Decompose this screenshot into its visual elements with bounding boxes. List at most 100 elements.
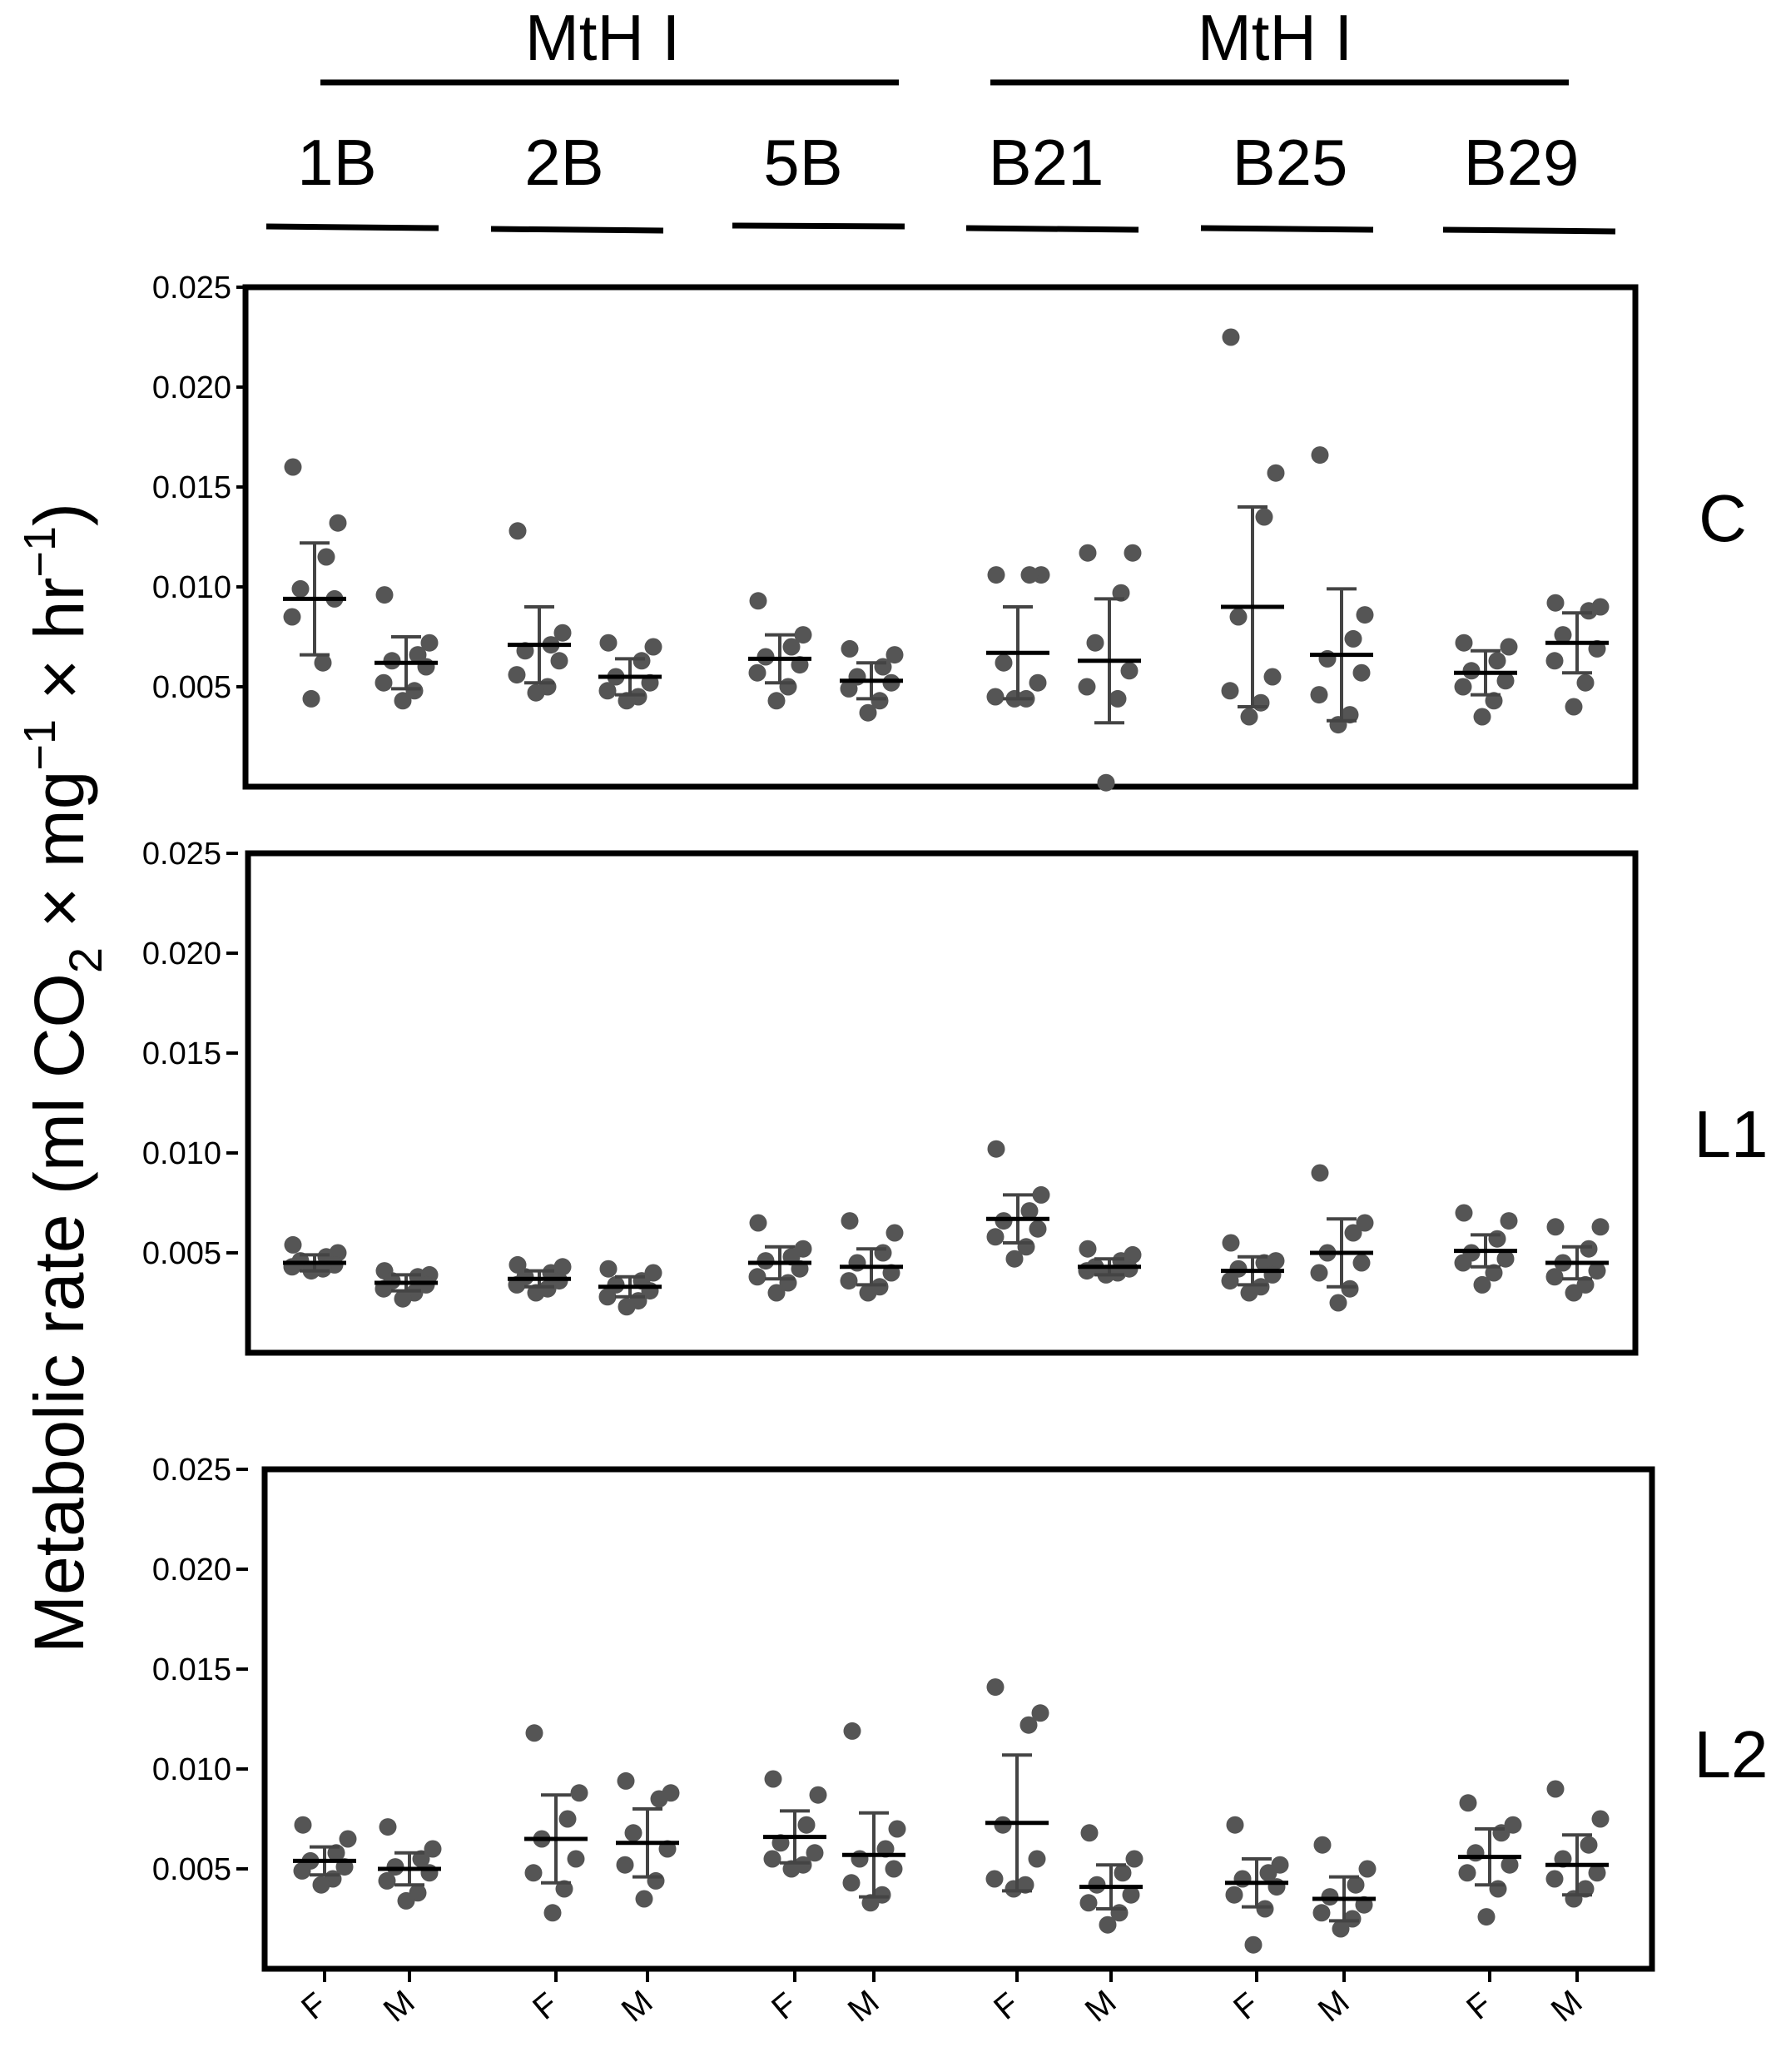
data-point — [1477, 1908, 1496, 1926]
series-1B-F — [283, 458, 347, 708]
data-point — [293, 1861, 311, 1880]
data-point — [632, 652, 651, 670]
data-point — [1240, 708, 1258, 726]
data-point — [1229, 608, 1248, 626]
line-label-B21: B21 — [989, 126, 1104, 199]
data-point — [1580, 602, 1598, 620]
data-point — [1221, 1272, 1239, 1290]
data-point — [1259, 1864, 1277, 1882]
data-point — [874, 1244, 892, 1262]
data-point — [375, 586, 394, 604]
series-B29-F — [1458, 1794, 1522, 1926]
line-underline-B25 — [1200, 225, 1374, 233]
series-1B-F — [283, 1235, 347, 1280]
data-point — [302, 689, 320, 708]
data-point — [1318, 649, 1337, 668]
data-point — [567, 1850, 585, 1868]
data-point — [1343, 1910, 1362, 1928]
line-label-1B: 1B — [297, 126, 376, 199]
data-point — [508, 522, 527, 540]
y-tick-label: 0.010 — [152, 1752, 231, 1787]
data-point — [1097, 773, 1115, 792]
panel-c: 0.005 0.010 0.015 0.020 0.025 C — [152, 271, 1747, 792]
data-point — [859, 703, 877, 722]
data-point — [1588, 1864, 1606, 1882]
data-point — [767, 1284, 786, 1302]
data-point — [1329, 716, 1347, 734]
series-B21-M — [1078, 544, 1142, 792]
y-tick-label: 0.005 — [142, 1236, 221, 1271]
data-point — [618, 1298, 636, 1316]
data-point — [1267, 464, 1285, 482]
data-point — [1341, 1279, 1359, 1298]
data-point — [1244, 1935, 1263, 1954]
series-B25-F — [1221, 1234, 1285, 1302]
series-B25-M — [1310, 446, 1374, 734]
data-point — [524, 1864, 543, 1882]
panel-label: L2 — [1694, 1717, 1769, 1791]
line-underline-1B — [265, 223, 439, 231]
data-point — [797, 1816, 816, 1834]
data-point — [1545, 1268, 1564, 1286]
data-point — [851, 1850, 869, 1868]
y-tick-label: 0.010 — [142, 1136, 221, 1171]
series-5B-F — [763, 1770, 827, 1878]
x-category-label: M — [841, 1983, 886, 2029]
data-point — [1352, 663, 1371, 682]
data-point — [1311, 1164, 1329, 1182]
data-point — [1458, 1864, 1476, 1882]
data-point — [1546, 1218, 1565, 1236]
data-point — [1352, 1254, 1371, 1272]
data-point — [599, 634, 618, 652]
group-label-1: MtH I — [525, 1, 680, 74]
data-point — [420, 634, 439, 652]
data-point — [1329, 1294, 1347, 1312]
x-category-label: M — [615, 1983, 660, 2029]
data-point — [1580, 1240, 1598, 1258]
y-tick-label: 0.015 — [152, 470, 231, 505]
data-point — [1125, 1850, 1143, 1868]
data-point — [599, 1260, 618, 1278]
data-point — [1459, 1794, 1477, 1812]
line-label-B29: B29 — [1464, 126, 1580, 199]
line-underline-B29 — [1442, 226, 1616, 235]
data-point — [598, 682, 617, 700]
data-point — [1580, 1836, 1598, 1854]
data-point — [1488, 1230, 1506, 1248]
data-point — [1588, 1262, 1606, 1280]
data-point — [616, 1856, 634, 1874]
data-point — [394, 1289, 412, 1308]
data-point — [283, 608, 301, 626]
data-point — [1496, 1250, 1515, 1268]
series-1B-M — [375, 1262, 439, 1308]
data-point — [1221, 682, 1239, 700]
data-point — [1466, 1844, 1485, 1862]
y-tick-label: 0.020 — [152, 1553, 231, 1588]
data-point — [543, 1904, 562, 1922]
series-2B-M — [598, 1260, 662, 1316]
data-point — [1344, 1224, 1362, 1242]
data-point — [1356, 606, 1374, 624]
data-point — [527, 683, 545, 702]
series-B25-F — [1225, 1816, 1289, 1954]
data-point — [874, 658, 892, 676]
x-category-label: F — [1227, 1985, 1266, 2026]
data-point — [995, 653, 1013, 672]
series-B21-F — [985, 1678, 1049, 1898]
y-tick-label: 0.015 — [152, 1652, 231, 1687]
series-5B-F — [748, 1214, 812, 1302]
data-point — [1109, 689, 1127, 708]
data-point — [624, 1824, 642, 1842]
line-label-B25: B25 — [1233, 126, 1348, 199]
panel-frame — [242, 284, 1639, 790]
data-point — [553, 624, 572, 642]
data-point — [885, 1860, 903, 1878]
data-point — [1311, 446, 1329, 465]
data-point — [312, 1876, 330, 1894]
data-point — [886, 1224, 904, 1242]
data-point — [764, 1770, 782, 1788]
data-point — [1565, 1890, 1583, 1908]
data-point — [1545, 652, 1564, 670]
x-category-label: M — [1545, 1983, 1590, 2029]
